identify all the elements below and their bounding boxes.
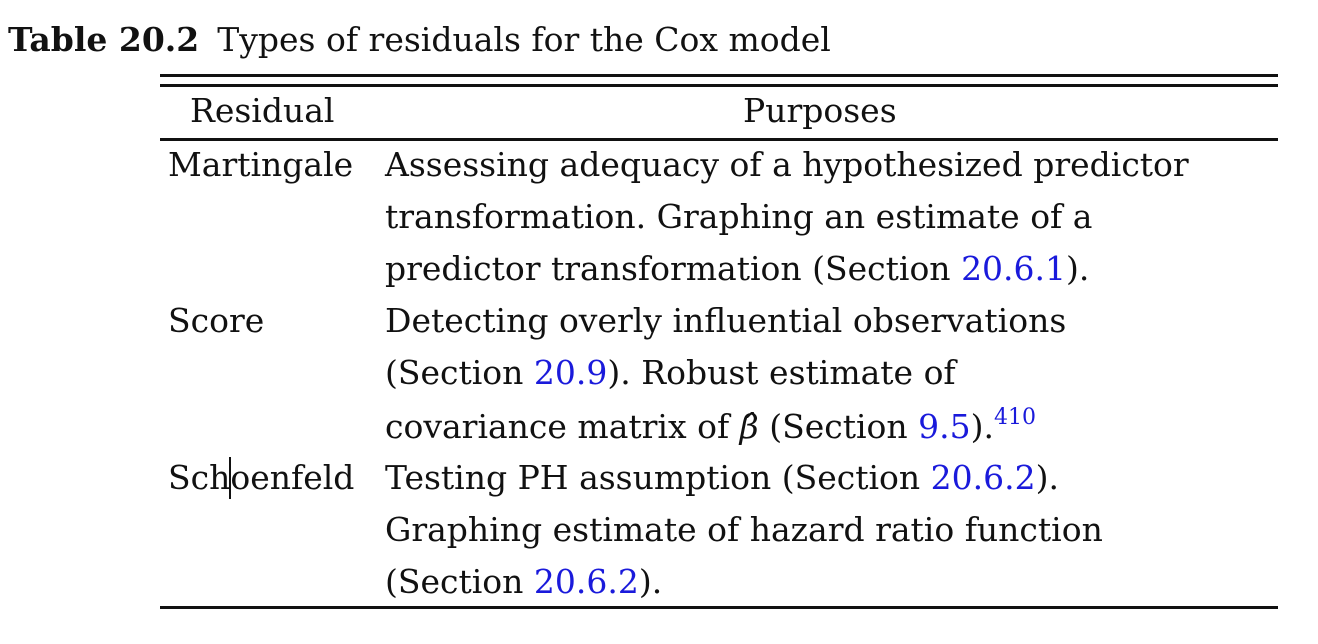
caption-text: Types of residuals for the Cox model xyxy=(217,20,831,59)
purpose-text: covariance matrix of xyxy=(385,407,740,446)
top-rule-2 xyxy=(160,84,1278,87)
purpose-text: Assessing adequacy of a hypothesized pre… xyxy=(385,145,1189,184)
section-link[interactable]: 20.6.2 xyxy=(930,458,1036,497)
purpose-text: (Section 20.6.2). xyxy=(385,556,1275,608)
purpose-text: predictor transformation (Section 20.6.1… xyxy=(385,243,1275,295)
purpose-text: ). Robust estimate of xyxy=(607,353,956,392)
section-link[interactable]: 9.5 xyxy=(918,407,971,446)
purpose-text: Testing PH assumption (Section 20.6.2). xyxy=(385,452,1275,504)
residual-name-part: oenfeld xyxy=(230,458,355,497)
purpose-text: ). xyxy=(1035,458,1059,497)
purpose-text: ). xyxy=(970,407,995,446)
purpose-text: ). xyxy=(638,562,663,601)
purpose-text: (Section xyxy=(758,407,919,446)
section-link[interactable]: 20.6.1 xyxy=(961,249,1067,288)
text-cursor xyxy=(229,457,232,499)
purpose-text: Detecting overly influential observation… xyxy=(385,301,1067,340)
purpose-text: (Section xyxy=(385,562,534,601)
header-purposes: Purposes xyxy=(743,91,897,130)
purpose-text: Graphing estimate of hazard ratio functi… xyxy=(385,510,1103,549)
residual-name-schoenfeld: Schoenfeld xyxy=(168,452,354,504)
top-rule-1 xyxy=(160,74,1278,77)
purpose-text: (Section 20.9). Robust estimate of xyxy=(385,347,1275,399)
purpose-text: transformation. Graphing an estimate of … xyxy=(385,197,1093,236)
header-rule xyxy=(160,138,1278,141)
section-link[interactable]: 20.9 xyxy=(533,353,608,392)
purpose-text: (Section xyxy=(385,353,534,392)
purpose-text: covariance matrix of β̂ (Section 9.5).41… xyxy=(385,401,1275,453)
purpose-text: Testing PH assumption (Section xyxy=(385,458,931,497)
bottom-rule xyxy=(160,606,1278,609)
residual-name-martingale: Martingale xyxy=(168,145,354,184)
beta-hat-symbol: β̂ xyxy=(739,407,759,446)
citation-ref[interactable]: 410 xyxy=(994,405,1037,430)
residual-name-part: Sch xyxy=(168,458,231,497)
purpose-text: predictor transformation (Section xyxy=(385,249,962,288)
header-residual: Residual xyxy=(190,91,335,130)
caption-label: Table 20.2 xyxy=(8,20,200,59)
table-caption: Table 20.2 Types of residuals for the Cox… xyxy=(8,18,831,62)
purpose-text: ). xyxy=(1066,249,1090,288)
residual-name-score: Score xyxy=(168,301,265,340)
section-link[interactable]: 20.6.2 xyxy=(533,562,639,601)
